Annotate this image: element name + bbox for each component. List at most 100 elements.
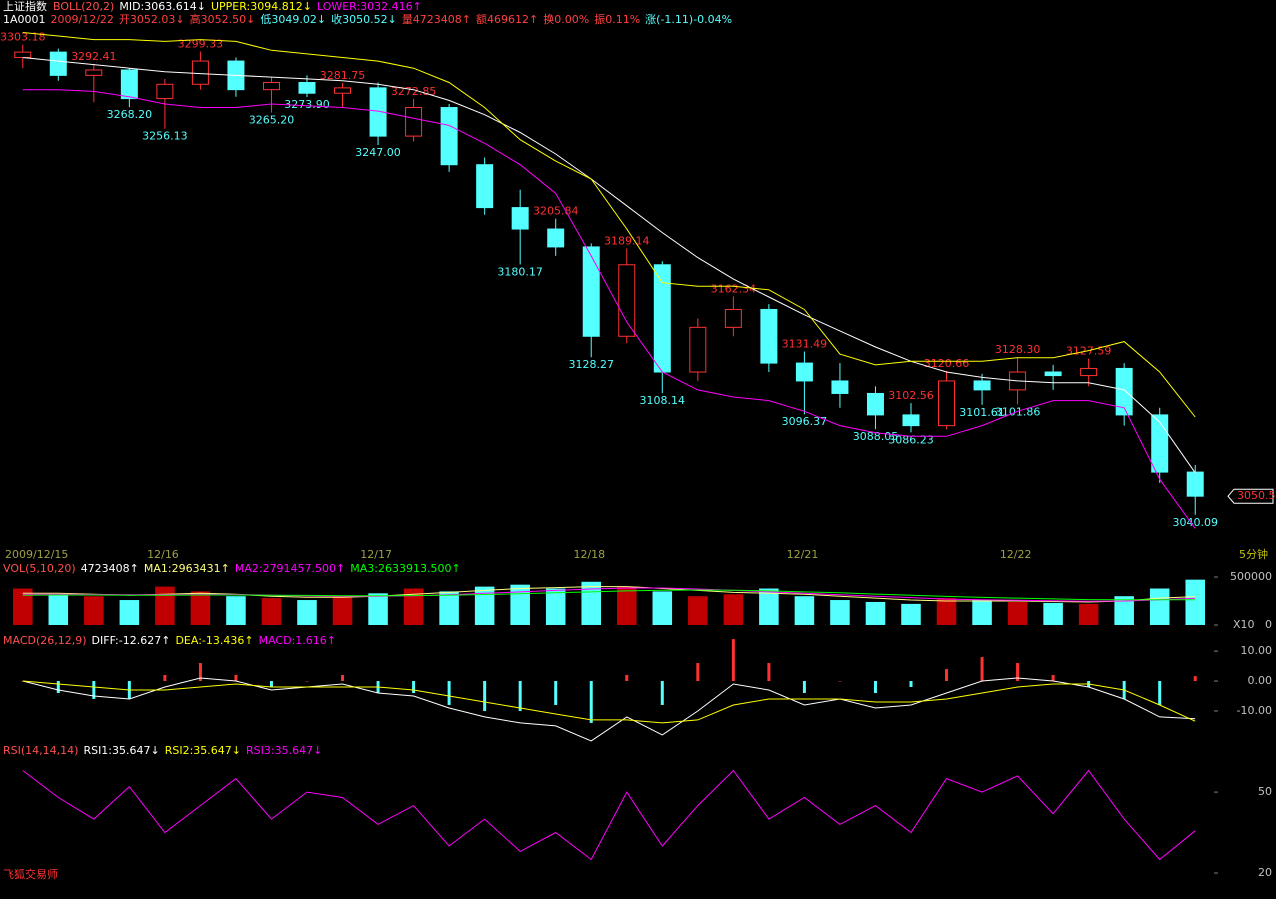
candle-body	[1151, 414, 1169, 473]
macd-bar	[660, 681, 664, 705]
candle-body	[476, 164, 494, 209]
y-tick-label: -10.00	[1237, 704, 1272, 717]
candle-body	[405, 107, 423, 137]
candle-body	[120, 69, 138, 100]
volume-bar	[1114, 596, 1134, 625]
current-price-box	[1227, 488, 1274, 504]
low-label: 3128.27	[568, 358, 614, 371]
volume-bar	[545, 588, 566, 625]
series-line	[22, 57, 1196, 474]
volume-bar	[439, 591, 459, 625]
low-label: 3247.00	[355, 146, 401, 159]
candle-body	[866, 392, 884, 416]
x-tick-label: 2009/12/15	[5, 548, 68, 561]
candle-body	[298, 82, 316, 94]
macd-bar	[1158, 681, 1162, 705]
macd-bar	[412, 681, 416, 693]
legend-item: 额469612↑	[476, 13, 538, 26]
macd-bar	[625, 675, 629, 682]
x-tick-label: 12/22	[1000, 548, 1032, 561]
volume-bar	[297, 600, 317, 625]
legend-item: MA1:2963431↑	[144, 562, 230, 575]
candle-body	[156, 83, 174, 100]
macd-bar	[163, 675, 167, 682]
volume-bar	[190, 591, 211, 625]
macd-bar	[198, 663, 202, 682]
volume-bar	[581, 581, 602, 625]
volume-bar	[936, 598, 957, 625]
series-line	[22, 680, 1196, 724]
x-tick-label: 12/18	[573, 548, 605, 561]
candle-body	[262, 82, 280, 91]
x-tick-label: 12/21	[787, 548, 819, 561]
macd-bar	[980, 657, 984, 682]
legend-item: RSI1:35.647↓	[83, 744, 159, 757]
volume-bar	[688, 596, 708, 625]
volume-bar	[830, 600, 850, 625]
candle-body	[973, 380, 991, 391]
series-line	[22, 769, 1196, 861]
y-tick-label: 0	[1265, 618, 1272, 631]
macd-bar	[873, 681, 877, 693]
low-label: 3101.61	[959, 406, 1005, 419]
macd-bar	[731, 639, 735, 682]
high-label: 3102.56	[888, 389, 934, 402]
legend-item: DIFF:-12.627↑	[92, 634, 171, 647]
volume-bar	[510, 584, 530, 625]
candle-body	[369, 87, 387, 137]
y-tick-label: 50	[1258, 785, 1272, 798]
volume-bar	[1149, 588, 1170, 625]
volume-bar	[261, 598, 282, 625]
legend-item: RSI2:35.647↓	[165, 744, 241, 757]
legend-item: 收3050.52↓	[331, 12, 397, 26]
series-line	[22, 586, 1196, 603]
candle-body	[618, 264, 636, 337]
candle-body	[760, 308, 778, 364]
volume-bar	[972, 600, 992, 625]
volume-bar	[332, 596, 353, 625]
candle-body	[334, 87, 352, 94]
legend-item: 换0.00%	[543, 12, 589, 26]
volume-bar	[403, 588, 424, 625]
high-label: 3120.66	[924, 357, 970, 370]
low-label: 3108.14	[640, 394, 686, 407]
y-tick-label: 0.00	[1248, 674, 1273, 687]
volume-bar	[723, 594, 744, 625]
candle-body	[85, 69, 103, 76]
legend-item: 开3052.03↓	[119, 13, 185, 26]
macd-bar	[696, 663, 700, 682]
candle-body	[653, 264, 671, 373]
macd-bar	[909, 681, 913, 688]
y-tick-label: 10.00	[1241, 644, 1273, 657]
macd-bar	[767, 663, 771, 682]
macd-bar	[234, 675, 238, 682]
legend-item: 振0.11%	[594, 12, 640, 26]
series-line	[22, 589, 1196, 601]
legend-item: UPPER:3094.812↓	[211, 0, 312, 13]
candle-body	[1080, 367, 1098, 377]
x-tick-label: 12/16	[147, 548, 179, 561]
macd-bar	[589, 681, 593, 723]
low-label: 3273.90	[284, 98, 330, 111]
period-label: 5分钟	[1239, 547, 1268, 561]
y-tick-label: 20	[1258, 866, 1272, 879]
candle-body	[1115, 367, 1133, 416]
candle-body	[1044, 371, 1062, 377]
legend-item: DEA:-13.436↑	[175, 634, 253, 647]
volume-bar	[119, 600, 140, 625]
high-label: 3131.49	[782, 337, 828, 350]
series-line	[22, 677, 1196, 742]
legend-item: MACD(26,12,9)	[3, 634, 87, 647]
low-label: 3088.05	[853, 430, 899, 443]
legend-item: 量4723408↑	[402, 13, 471, 26]
x-tick-label: 12/17	[360, 548, 392, 561]
macd-bar	[554, 681, 558, 705]
legend-item: BOLL(20,2)	[53, 0, 114, 13]
volume-bar	[368, 593, 388, 625]
macd-bar	[1016, 663, 1020, 682]
candle-body	[582, 246, 600, 337]
volume-bar	[1007, 601, 1028, 625]
series-line	[22, 32, 1196, 418]
volume-bar	[1043, 602, 1063, 625]
low-label: 3040.09	[1172, 516, 1218, 529]
